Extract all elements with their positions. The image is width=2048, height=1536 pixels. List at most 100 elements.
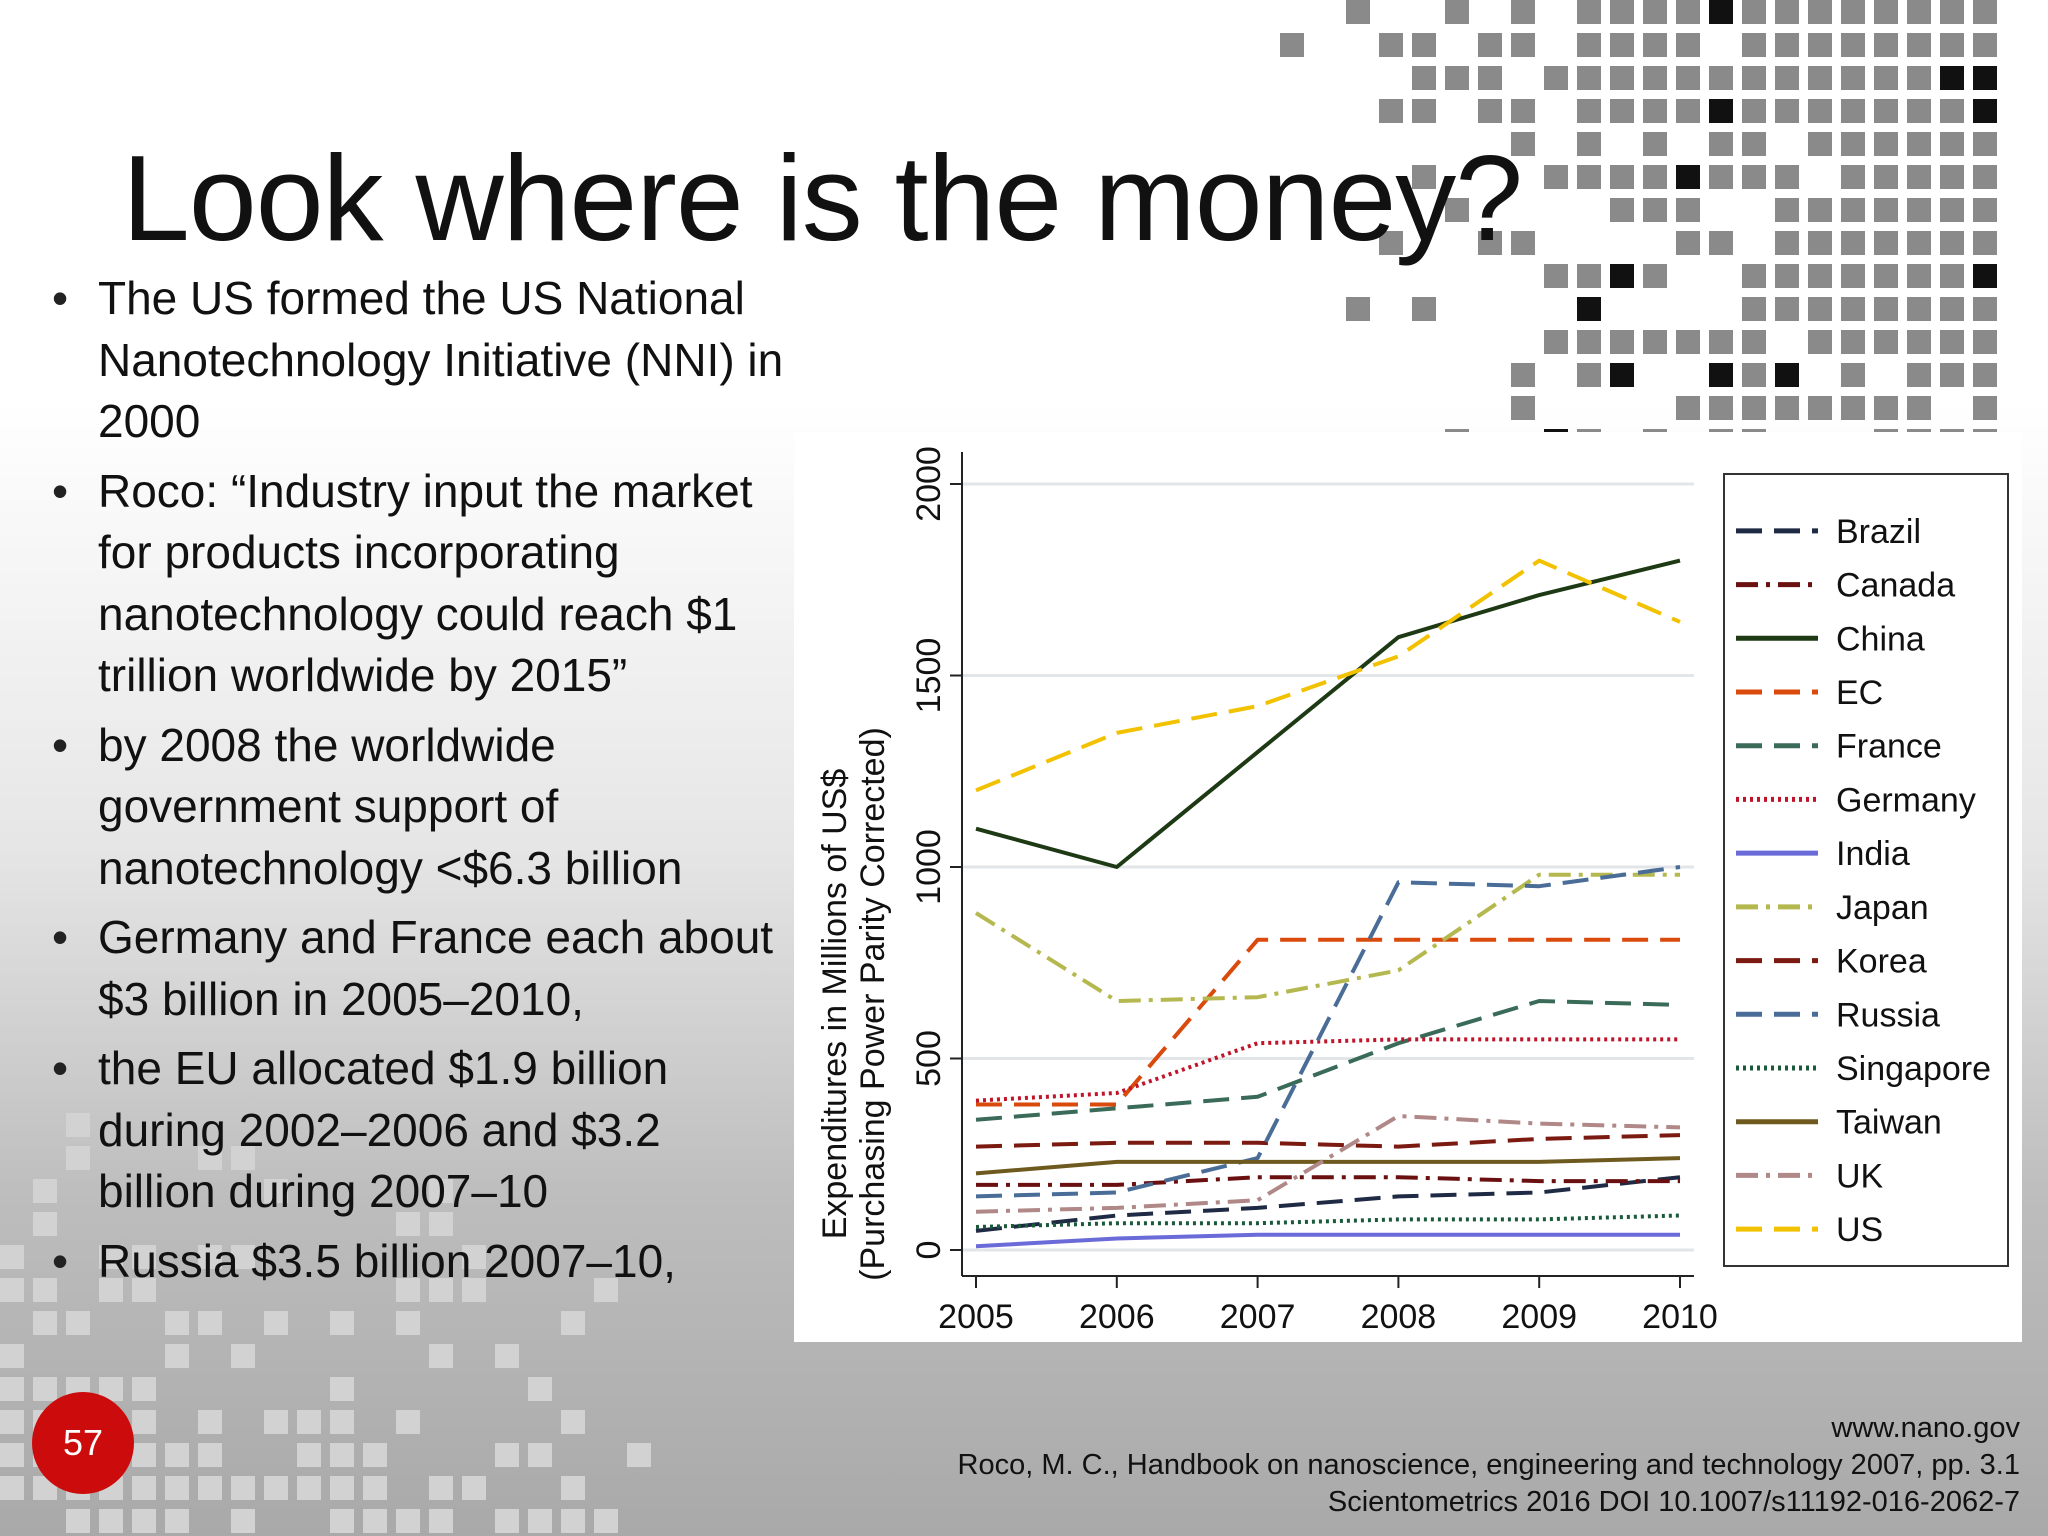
pattern-square <box>1808 231 1832 255</box>
series-line-russia <box>975 865 1681 1199</box>
pattern-square <box>528 1509 552 1533</box>
pattern-square <box>1610 33 1634 57</box>
pattern-square <box>1841 231 1865 255</box>
pattern-square <box>231 1509 255 1533</box>
pattern-square <box>495 1344 519 1368</box>
pattern-square <box>330 1410 354 1434</box>
pattern-square <box>1742 33 1766 57</box>
pattern-square <box>1907 99 1931 123</box>
series-line-uk <box>975 1114 1681 1214</box>
pattern-square <box>1643 264 1667 288</box>
pattern-square <box>1775 198 1799 222</box>
pattern-square <box>1973 33 1997 57</box>
pattern-square <box>165 1476 189 1500</box>
pattern-square <box>396 1509 420 1533</box>
pattern-square <box>1940 0 1964 24</box>
pattern-square <box>1610 330 1634 354</box>
pattern-square <box>1841 363 1865 387</box>
pattern-square <box>1445 0 1469 24</box>
pattern-square <box>1874 132 1898 156</box>
pattern-square <box>1742 132 1766 156</box>
pattern-square <box>1610 0 1634 24</box>
pattern-square <box>1742 165 1766 189</box>
pattern-square <box>0 1344 24 1368</box>
pattern-square <box>1973 66 1997 90</box>
pattern-square <box>1643 66 1667 90</box>
pattern-square <box>1841 99 1865 123</box>
pattern-square <box>1346 297 1370 321</box>
pattern-square <box>1808 297 1832 321</box>
pattern-square <box>1412 99 1436 123</box>
pattern-square <box>165 1344 189 1368</box>
pattern-square <box>462 1476 486 1500</box>
pattern-square <box>1676 66 1700 90</box>
pattern-square <box>1544 165 1568 189</box>
pattern-square <box>1973 198 1997 222</box>
pattern-square <box>1676 330 1700 354</box>
pattern-square <box>1478 231 1502 255</box>
pattern-square <box>561 1410 585 1434</box>
pattern-square <box>198 1311 222 1335</box>
pattern-square <box>1808 264 1832 288</box>
pattern-square <box>1841 396 1865 420</box>
legend-label-us: US <box>1836 1211 1883 1249</box>
y-tick-label: 500 <box>910 1030 948 1087</box>
pattern-square <box>1544 66 1568 90</box>
pattern-square <box>1841 132 1865 156</box>
pattern-square <box>132 1476 156 1500</box>
pattern-square <box>528 1443 552 1467</box>
pattern-square <box>1577 297 1601 321</box>
pattern-square <box>1676 198 1700 222</box>
pattern-square <box>1973 396 1997 420</box>
pattern-square <box>1874 165 1898 189</box>
pattern-square <box>1412 33 1436 57</box>
pattern-square <box>1412 66 1436 90</box>
pattern-square <box>1973 231 1997 255</box>
pattern-square <box>1709 99 1733 123</box>
pattern-square <box>561 1311 585 1335</box>
pattern-square <box>1940 99 1964 123</box>
pattern-square <box>1577 165 1601 189</box>
pattern-square <box>1940 231 1964 255</box>
y-tick-label: 1000 <box>910 829 948 905</box>
pattern-square <box>1775 33 1799 57</box>
x-tick-label: 2007 <box>1220 1298 1296 1336</box>
pattern-square <box>1643 330 1667 354</box>
pattern-square <box>264 1476 288 1500</box>
pattern-square <box>1610 99 1634 123</box>
pattern-square <box>1973 132 1997 156</box>
pattern-square <box>1808 396 1832 420</box>
pattern-square <box>1775 264 1799 288</box>
pattern-square <box>1511 33 1535 57</box>
pattern-square <box>1940 33 1964 57</box>
source-line: Scientometrics 2016 DOI 10.1007/s11192-0… <box>1327 1486 2020 1518</box>
pattern-square <box>1742 297 1766 321</box>
pattern-square <box>1808 198 1832 222</box>
y-axis-title-line-2: (Purchasing Power Parity Corrected) <box>854 727 892 1281</box>
pattern-square <box>231 1476 255 1500</box>
pattern-square <box>1742 0 1766 24</box>
pattern-square <box>1379 231 1403 255</box>
pattern-square <box>1841 330 1865 354</box>
pattern-square <box>1775 66 1799 90</box>
legend-label-france: France <box>1836 728 1942 766</box>
pattern-square <box>0 1476 24 1500</box>
series-line-ec <box>976 937 1680 1107</box>
pattern-square <box>1610 363 1634 387</box>
series-line-canada <box>976 1175 1680 1187</box>
pattern-square <box>1973 99 1997 123</box>
series-line-singapore <box>975 1213 1681 1229</box>
series-line-korea <box>975 1133 1681 1149</box>
pattern-square <box>429 1476 453 1500</box>
x-tick-label: 2009 <box>1501 1298 1577 1336</box>
pattern-square <box>429 1509 453 1533</box>
pattern-square <box>297 1476 321 1500</box>
pattern-square <box>1511 363 1535 387</box>
pattern-square <box>1709 0 1733 24</box>
pattern-square <box>0 1410 24 1434</box>
pattern-square <box>1511 99 1535 123</box>
y-tick-label: 1500 <box>910 638 948 714</box>
pattern-square <box>66 1509 90 1533</box>
pattern-square <box>1874 264 1898 288</box>
